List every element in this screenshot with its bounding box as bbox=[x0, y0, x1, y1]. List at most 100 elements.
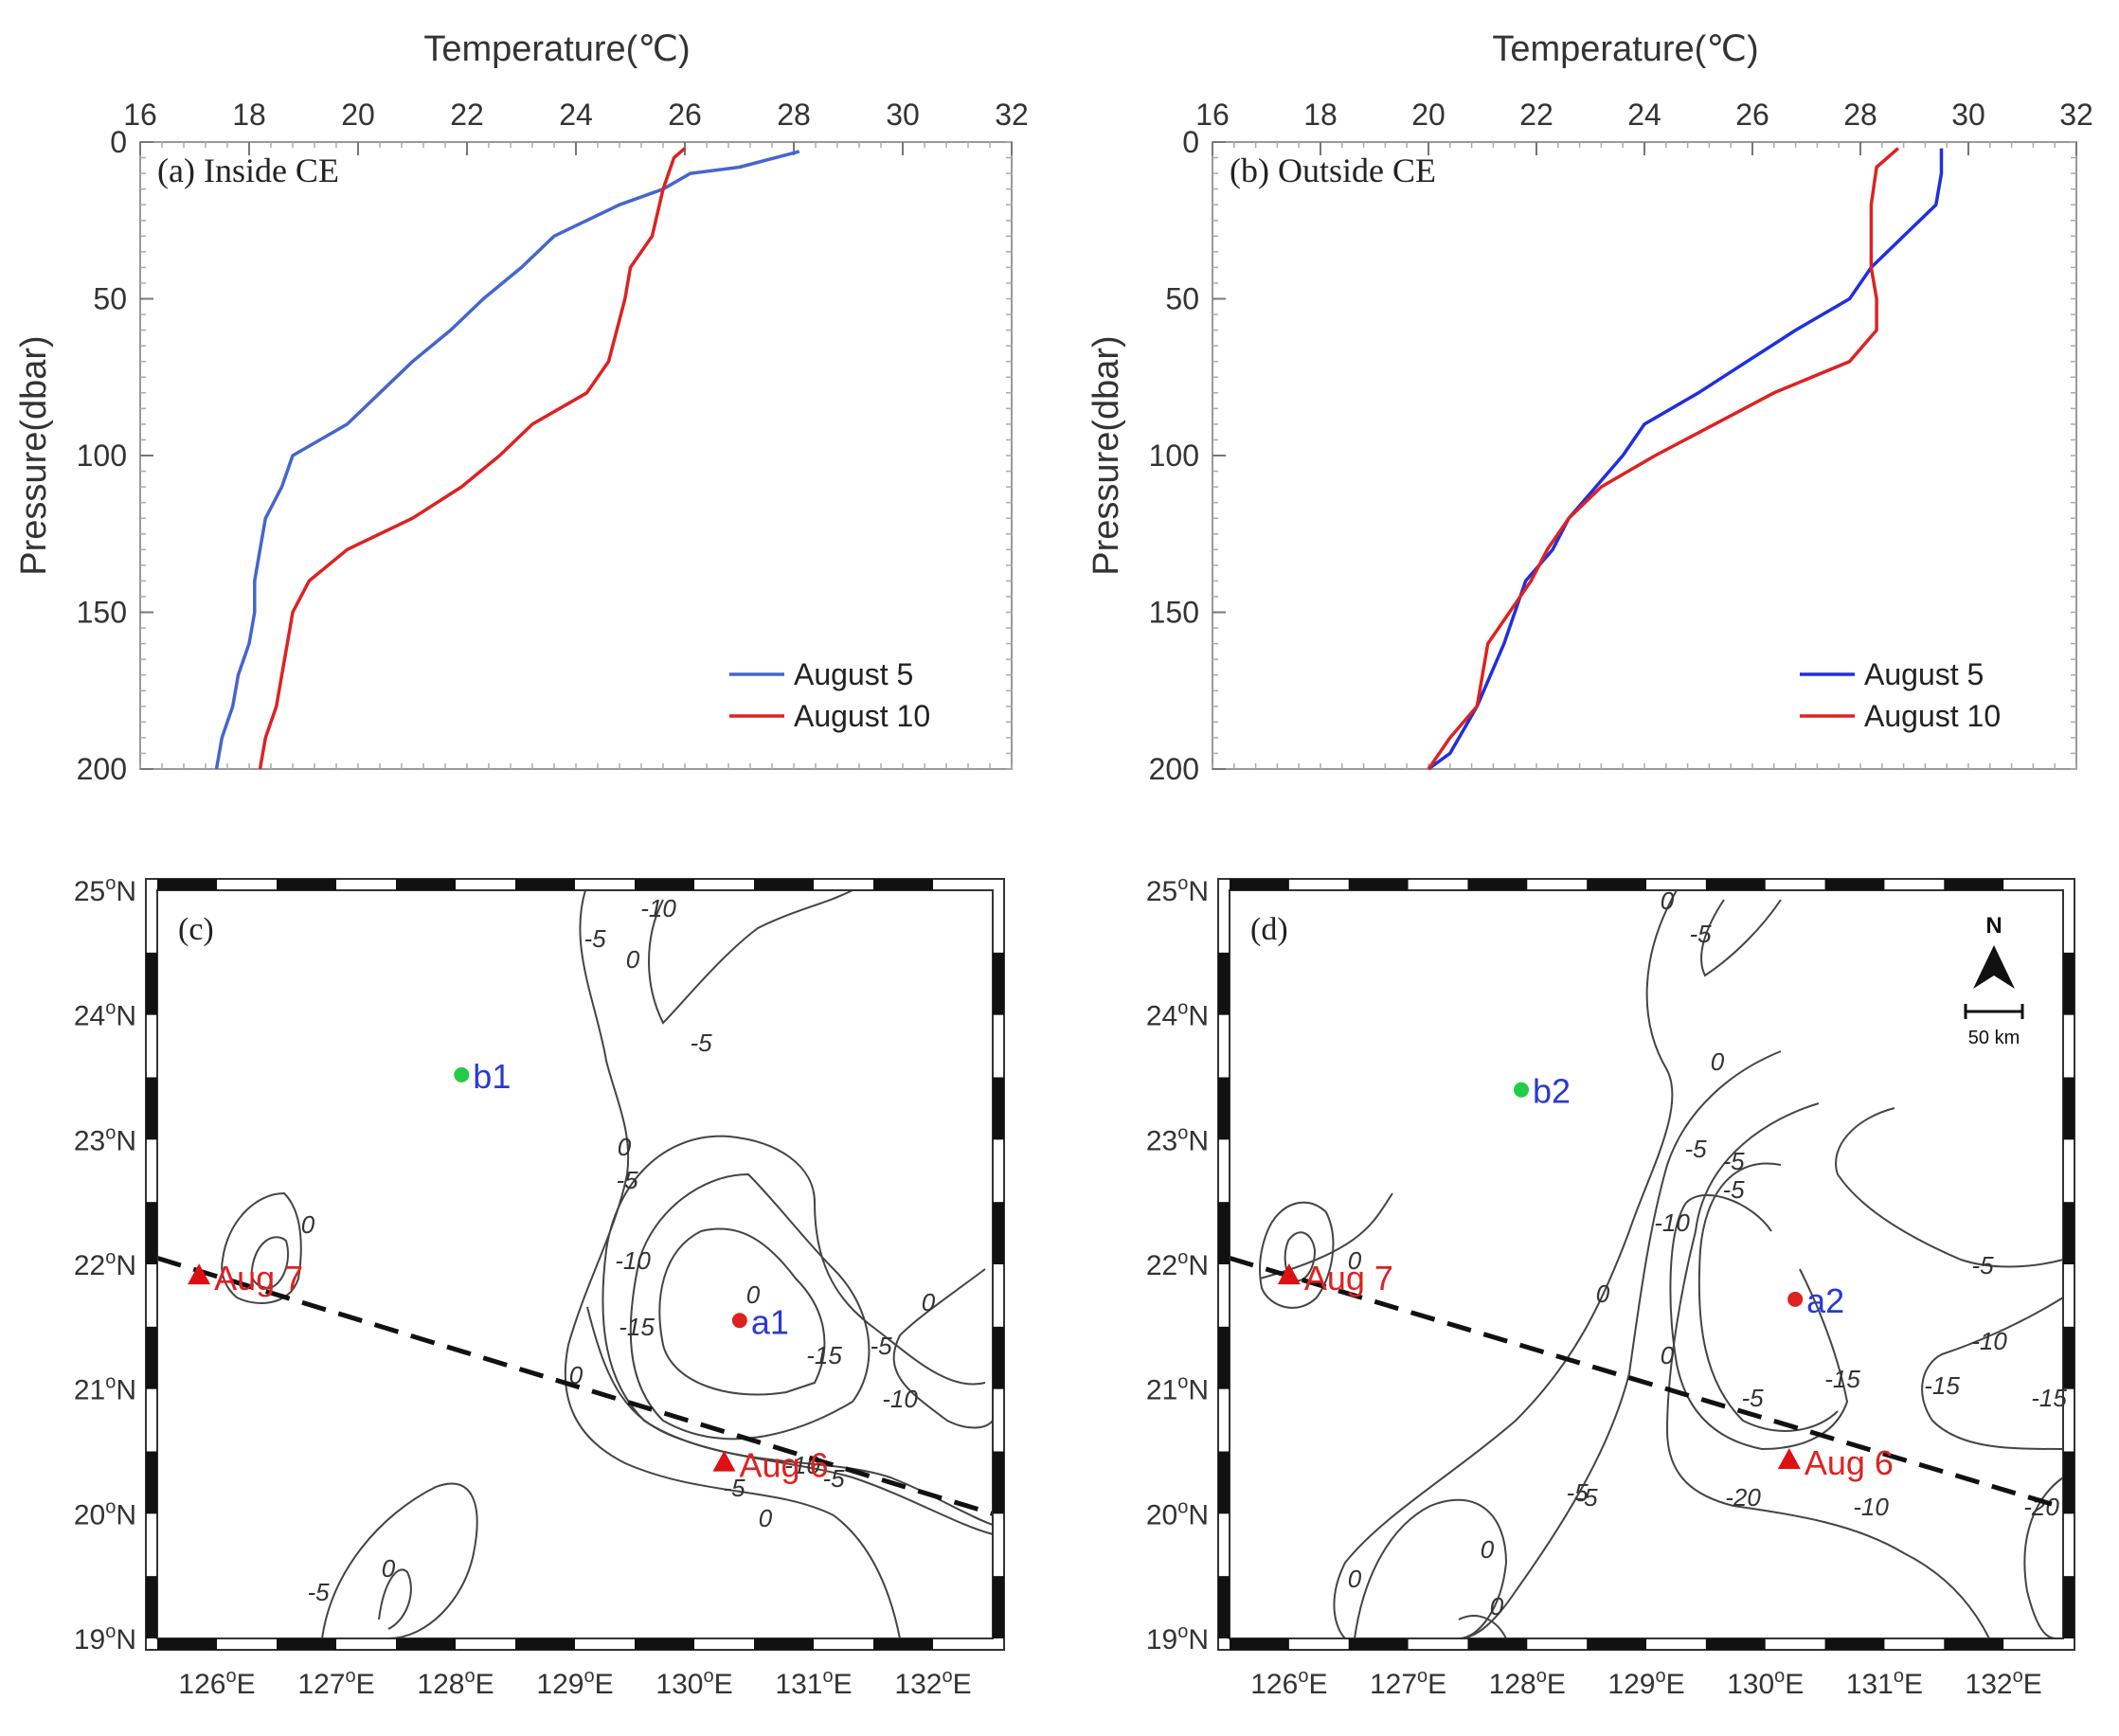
frame-segment bbox=[1824, 1638, 1885, 1650]
typhoon-position-marker bbox=[712, 1450, 736, 1472]
y-tick-label: 21oN bbox=[74, 1372, 136, 1406]
series-line-august-10 bbox=[1427, 147, 1900, 770]
frame-segment bbox=[1824, 879, 1885, 890]
contour-label: -10 bbox=[1853, 1493, 1889, 1521]
map-chart-d: 0-500-5-100-5-15-20 -10-50-5-10-15-20-150… bbox=[1146, 873, 2075, 1700]
x-tick-label: 30 bbox=[1951, 98, 1985, 132]
frame-segment bbox=[993, 1326, 1004, 1389]
frame-segment bbox=[146, 952, 157, 1015]
x-axis-title: Temperature(℃) bbox=[423, 29, 690, 69]
station-marker-a2 bbox=[1787, 1291, 1804, 1307]
frame-segment bbox=[1218, 1326, 1230, 1389]
contour-label: -5 bbox=[1741, 1384, 1764, 1412]
contour-line bbox=[2023, 1476, 2064, 1639]
y-axis-title: Pressure(dbar) bbox=[14, 335, 54, 575]
frame-segment bbox=[993, 1077, 1004, 1140]
y-tick-label: 23oN bbox=[74, 1122, 136, 1156]
x-tick-label: 26 bbox=[668, 98, 702, 132]
station-marker-b2 bbox=[1514, 1082, 1529, 1098]
contour-line bbox=[658, 1227, 826, 1396]
series-line-august-10 bbox=[258, 147, 687, 770]
y-tick-label: 0 bbox=[110, 125, 127, 159]
series-line-august-5 bbox=[1427, 148, 1944, 771]
x-tick-label: 28 bbox=[1843, 98, 1877, 132]
map-chart-c: -10-50-50-5-10-1500-15-10-5-5-1000-500-5… bbox=[74, 873, 1005, 1700]
contour-label: -15 bbox=[1924, 1371, 1960, 1400]
frame-segment bbox=[146, 1576, 157, 1638]
contour-line bbox=[648, 889, 853, 1025]
contour-label: -5 bbox=[723, 1474, 745, 1502]
frame-segment bbox=[1230, 1638, 1289, 1650]
typhoon-track bbox=[1229, 1256, 2064, 1511]
contour-label: 0 bbox=[1348, 1246, 1362, 1275]
y-tick-label: 150 bbox=[77, 596, 127, 630]
contour-line bbox=[1669, 1193, 1849, 1451]
frame-segment bbox=[2063, 1326, 2074, 1389]
contour-line bbox=[1284, 1231, 1317, 1282]
typhoon-date-label: Aug 6 bbox=[1805, 1443, 1894, 1482]
contour-label: -10 bbox=[1971, 1327, 2007, 1355]
contour-label: -10 bbox=[882, 1385, 918, 1413]
contour-label: -15 bbox=[2031, 1384, 2067, 1412]
x-axis-title: Temperature(℃) bbox=[1492, 29, 1758, 69]
x-tick-label: 127oE bbox=[1370, 1666, 1446, 1700]
panel-label: (a) Inside CE bbox=[157, 152, 339, 189]
station-marker-b1 bbox=[454, 1066, 470, 1083]
contour-label: -5 bbox=[307, 1578, 330, 1606]
contour-line bbox=[1665, 1102, 1990, 1639]
y-tick-label: 19oN bbox=[74, 1621, 136, 1655]
typhoon-track bbox=[156, 1256, 994, 1516]
x-tick-label: 16 bbox=[123, 98, 157, 132]
north-label: N bbox=[1985, 913, 2002, 939]
frame-segment bbox=[635, 879, 694, 890]
frame-segment bbox=[754, 879, 814, 890]
contour-line bbox=[602, 1135, 994, 1535]
contour-line bbox=[1921, 1297, 2064, 1450]
contour-label: -15 bbox=[619, 1313, 655, 1341]
y-tick-label: 100 bbox=[1149, 438, 1199, 473]
station-marker-a1 bbox=[731, 1313, 747, 1329]
x-tick-label: 22 bbox=[450, 98, 484, 132]
x-tick-label: 126oE bbox=[1250, 1666, 1327, 1700]
contour-label: 0 bbox=[1711, 1047, 1725, 1076]
contour-line bbox=[1835, 1107, 2064, 1268]
contour-line bbox=[564, 889, 901, 1639]
contour-label: 0 bbox=[382, 1554, 396, 1583]
frame-segment bbox=[2063, 952, 2074, 1015]
typhoon-date-label: Aug 6 bbox=[740, 1446, 829, 1485]
y-tick-label: 19oN bbox=[1146, 1621, 1209, 1655]
contour-line bbox=[250, 1236, 289, 1290]
contour-line bbox=[1700, 899, 1782, 977]
contour-label: -5 bbox=[1689, 920, 1712, 948]
frame-segment bbox=[873, 1638, 933, 1650]
x-tick-label: 20 bbox=[1411, 98, 1446, 132]
frame-segment bbox=[146, 1451, 157, 1514]
x-tick-label: 129oE bbox=[536, 1666, 613, 1700]
x-tick-label: 24 bbox=[1627, 98, 1661, 132]
station-label-a2: a2 bbox=[1806, 1281, 1844, 1320]
contour-line bbox=[221, 1191, 302, 1304]
contour-label: 0 bbox=[618, 1133, 632, 1161]
frame-segment bbox=[515, 879, 575, 890]
frame-segment bbox=[993, 1451, 1004, 1514]
x-tick-label: 20 bbox=[341, 98, 375, 132]
contour-label: -5 bbox=[1575, 1483, 1598, 1512]
north-arrow-icon bbox=[1973, 945, 2015, 989]
x-tick-label: 16 bbox=[1195, 98, 1230, 132]
y-tick-label: 20oN bbox=[1146, 1496, 1209, 1530]
contour-line bbox=[1458, 1050, 1782, 1639]
contour-label: 0 bbox=[1490, 1592, 1504, 1620]
frame-segment bbox=[873, 879, 933, 890]
contour-label: -10 bbox=[615, 1246, 651, 1275]
contour-label: 0 bbox=[301, 1210, 315, 1239]
contour-label: -15 bbox=[806, 1341, 842, 1369]
y-tick-label: 25oN bbox=[1146, 873, 1209, 907]
contour-label: -5 bbox=[690, 1029, 712, 1057]
legend-label: August 5 bbox=[794, 657, 913, 691]
contour-label: -10 bbox=[1654, 1208, 1690, 1237]
contour-label: -5 bbox=[1971, 1251, 1994, 1280]
frame-segment bbox=[1348, 1638, 1409, 1650]
x-tick-label: 32 bbox=[995, 98, 1029, 132]
frame-segment bbox=[993, 952, 1004, 1015]
